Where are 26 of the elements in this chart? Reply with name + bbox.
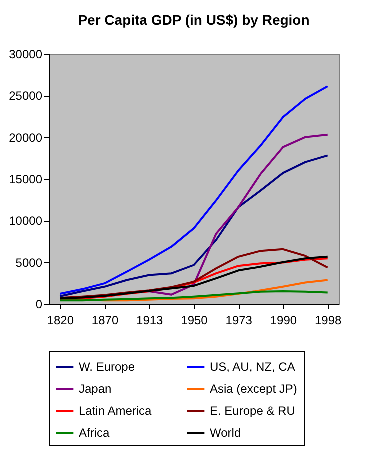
legend-label: Asia (except JP) bbox=[210, 382, 298, 396]
y-tick-label: 5000 bbox=[16, 256, 43, 270]
x-tick-label: 1990 bbox=[270, 314, 298, 328]
x-tick-label: 1820 bbox=[47, 314, 74, 328]
legend-label: E. Europe & RU bbox=[210, 404, 296, 418]
legend-label: Japan bbox=[79, 382, 112, 396]
legend-label: Africa bbox=[79, 426, 110, 440]
legend-label: Latin America bbox=[79, 404, 152, 418]
y-tick-label: 20000 bbox=[9, 130, 43, 145]
y-tick-label: 30000 bbox=[9, 48, 43, 62]
line-series bbox=[59, 86, 329, 295]
legend-label: US, AU, NZ, CA bbox=[210, 360, 296, 374]
y-tick-label: 0 bbox=[36, 298, 43, 312]
y-tick-label: 10000 bbox=[9, 214, 43, 228]
x-tick-label: 1870 bbox=[92, 314, 119, 328]
y-tick-label: 15000 bbox=[9, 172, 43, 186]
x-tick-label: 1950 bbox=[181, 314, 208, 328]
legend-label: W. Europe bbox=[79, 360, 136, 374]
x-tick-label: 1998 bbox=[314, 314, 342, 328]
legend-label: World bbox=[210, 426, 242, 440]
x-tick-label: 1973 bbox=[226, 314, 253, 328]
chart-title: Per Capita GDP (in US$) by Region bbox=[78, 12, 310, 28]
x-tick-label: 1913 bbox=[136, 314, 164, 328]
line-series bbox=[59, 290, 329, 302]
line-series bbox=[59, 248, 329, 300]
y-tick-label: 25000 bbox=[9, 89, 43, 104]
